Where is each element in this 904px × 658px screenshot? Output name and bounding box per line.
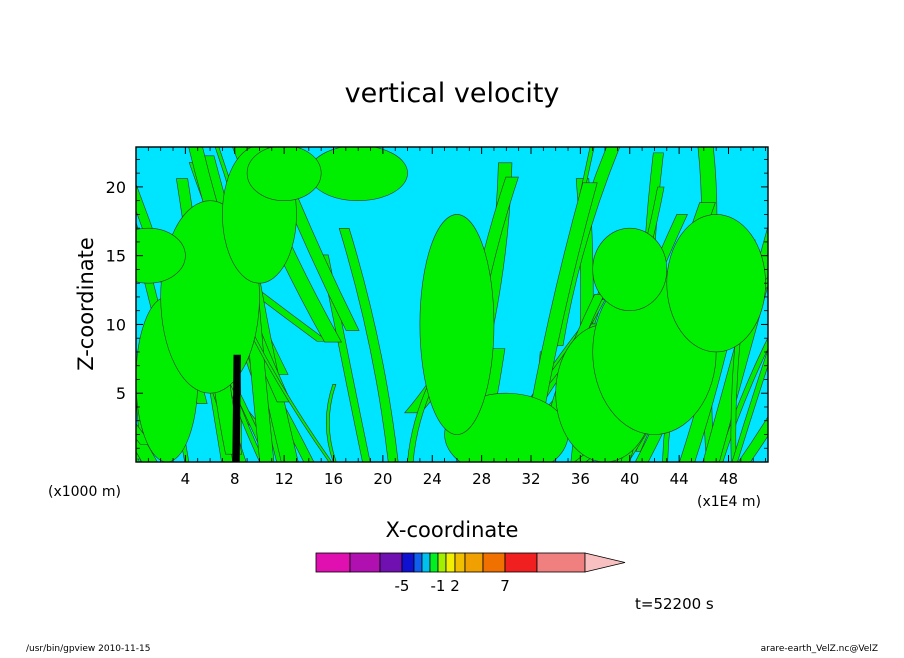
x-axis-label: X-coordinate — [386, 518, 519, 542]
colorbar-label: -1 — [431, 577, 446, 595]
colorbar-swatch — [429, 552, 439, 573]
colorbar-swatch — [401, 552, 415, 573]
chart-title: vertical velocity — [345, 78, 560, 109]
positive-region — [320, 254, 371, 462]
y-tick-label: 10 — [106, 315, 126, 334]
colorbar-swatch — [421, 552, 431, 573]
plot-frame — [135, 146, 769, 463]
positive-bands — [136, 147, 768, 462]
x-tick-label: 20 — [373, 470, 392, 488]
y-tick-label: 15 — [106, 247, 126, 266]
colorbar-swatch — [504, 552, 538, 573]
positive-region — [737, 415, 768, 462]
footer-right: arare-earth_VelZ.nc@VelZ — [761, 644, 878, 654]
positive-region — [520, 182, 598, 462]
x-tick-label: 36 — [571, 470, 590, 488]
x-tick-label: 24 — [423, 470, 442, 488]
colorbar-swatch — [379, 552, 403, 573]
positive-region — [308, 147, 408, 201]
colorbar-swatch — [445, 552, 456, 573]
x-tick-label: 16 — [324, 470, 343, 488]
x-tick-label: 12 — [275, 470, 294, 488]
y-tick-label: 20 — [106, 178, 126, 197]
x-tick-label: 48 — [719, 470, 738, 488]
colorbar-arrow — [584, 552, 626, 573]
colorbar-swatch — [349, 552, 381, 573]
positive-region — [338, 227, 399, 462]
positive-region — [326, 384, 337, 462]
positive-region — [136, 453, 140, 462]
colorbar-swatch — [315, 552, 351, 573]
positive-region — [136, 423, 153, 445]
x-tick-label: 4 — [181, 470, 191, 488]
positive-region — [666, 214, 766, 353]
positive-region — [246, 147, 322, 201]
colorbar-swatch — [454, 552, 466, 573]
colorbar-labels: -5 -1 2 7 — [395, 577, 510, 595]
colorbar-swatch — [413, 552, 423, 573]
colorbar-label: 7 — [500, 577, 510, 595]
footer-left: /usr/bin/gpview 2010-11-15 — [26, 644, 150, 654]
colorbar — [315, 552, 626, 573]
x-unit-left: (x1000 m) — [48, 484, 121, 500]
x-tick-label: 40 — [620, 470, 639, 488]
x-tick-label: 44 — [670, 470, 689, 488]
time-annotation: t=52200 s — [635, 595, 714, 613]
x-tick-label: 8 — [230, 470, 240, 488]
plot-area — [135, 146, 769, 463]
y-axis-ticks: 5 10 15 20 — [106, 158, 768, 449]
strong-updraft — [232, 354, 241, 462]
colorbar-label: -5 — [395, 577, 410, 595]
y-tick-label: 5 — [116, 384, 126, 403]
positive-region — [136, 227, 186, 284]
colorbar-swatch — [464, 552, 484, 573]
x-axis-ticks: 4 8 12 16 20 24 28 32 36 40 44 48 — [147, 147, 766, 488]
y-axis-label: Z-coordinate — [74, 237, 98, 371]
colorbar-swatch — [437, 552, 447, 573]
positive-region — [731, 348, 768, 462]
x-unit-right: (x1E4 m) — [697, 494, 761, 510]
x-tick-label: 28 — [472, 470, 491, 488]
x-tick-label: 32 — [521, 470, 540, 488]
positive-region — [592, 227, 668, 311]
colorbar-swatch — [536, 552, 586, 573]
colorbar-swatch — [482, 552, 506, 573]
colorbar-label: 2 — [450, 577, 460, 595]
positive-region — [419, 214, 495, 435]
